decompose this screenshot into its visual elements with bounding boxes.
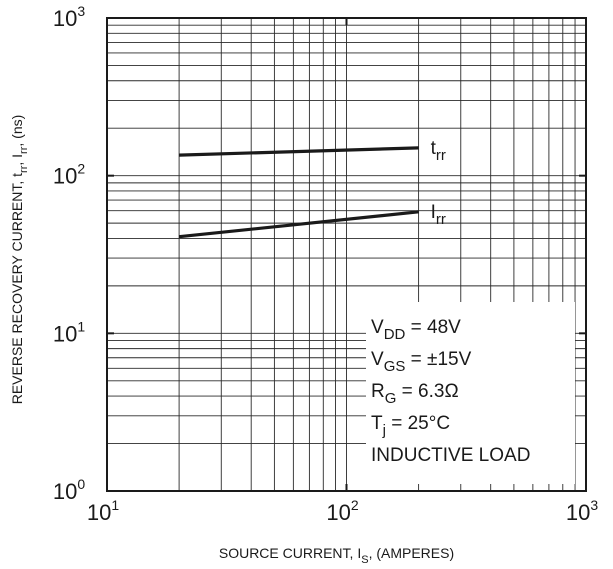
plot-frame <box>106 17 587 492</box>
series-label-irr: Irr <box>431 202 446 228</box>
y-tick-label: 103 <box>53 3 85 31</box>
annotation-line: INDUCTIVE LOAD <box>371 445 530 466</box>
y-tick-label: 102 <box>53 161 85 189</box>
annotation-box <box>366 302 575 484</box>
annotation-line: Tj = 25°C <box>371 413 450 439</box>
y-tick-label: 100 <box>53 476 85 504</box>
annotation-line: VGS = ±15V <box>371 349 472 375</box>
annotations: VDD = 48V VGS = ±15V RG = 6.3Ω Tj = 25°C IND… <box>371 317 530 466</box>
y-tick-labels: 100 101 102 103 <box>53 3 85 504</box>
x-tick-label: 101 <box>87 497 119 525</box>
y-tick-label: 101 <box>53 318 85 346</box>
x-tick-label: 102 <box>326 497 358 525</box>
x-tick-label: 103 <box>566 497 598 525</box>
series-line-irr <box>178 210 419 239</box>
annotation-background <box>366 302 575 484</box>
series-line-trr <box>179 146 419 157</box>
x-axis-label: SOURCE CURRENT, IS, (AMPERES) <box>219 545 454 566</box>
y-axis-label: REVERSE RECOVERY CURRENT, trr, Irr, (ns) <box>9 115 30 405</box>
series-labels: trr Irr <box>431 138 446 228</box>
annotation-line: RG = 6.3Ω <box>371 381 459 407</box>
x-tick-labels: 101 102 103 <box>87 497 598 525</box>
series-label-trr: trr <box>431 138 446 164</box>
series-layer <box>178 146 419 239</box>
annotation-line: VDD = 48V <box>371 317 461 343</box>
